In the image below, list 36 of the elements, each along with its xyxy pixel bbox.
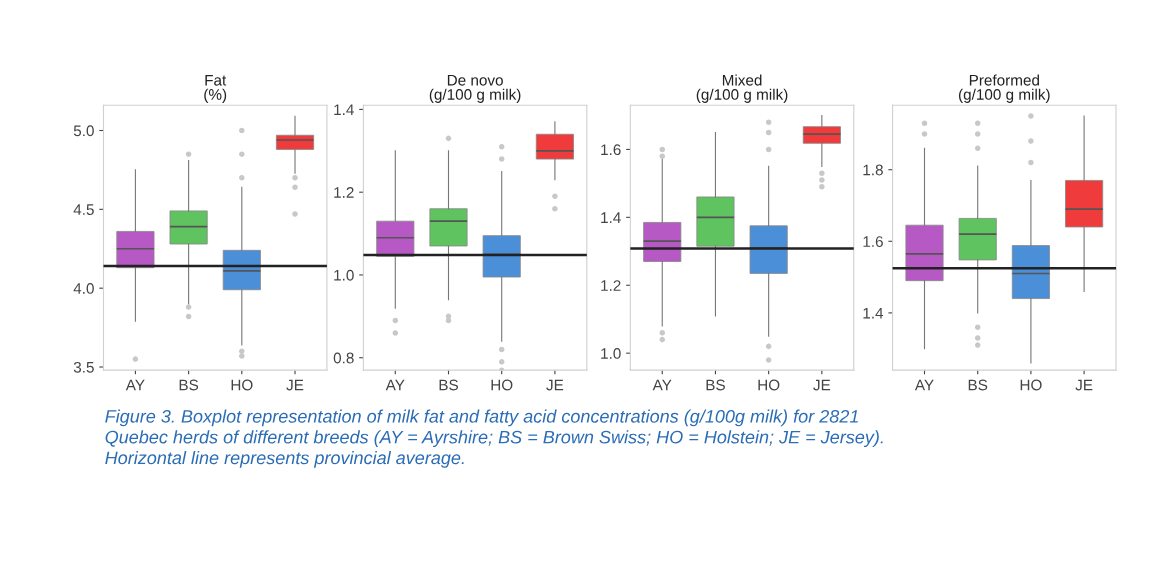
chart-title: Fat (%)	[204, 74, 227, 103]
x-tick-label: HO	[1020, 379, 1042, 391]
y-tick-label: 0.8	[333, 352, 354, 364]
x-tick-label: JE	[286, 379, 304, 391]
y-tick-label: 1.4	[334, 104, 354, 115]
x-tick-label: JE	[813, 379, 831, 391]
x-tick-label: HO	[491, 379, 513, 391]
chart-title: Mixed (g/100 g milk)	[696, 74, 788, 103]
x-tick-label: AY	[652, 379, 672, 391]
y-tick-label: 1.8	[863, 164, 883, 176]
y-tick-label: 4.5	[73, 204, 94, 216]
y-tick-label: 5.0	[73, 125, 94, 137]
chart-title: Preformed (g/100 g milk)	[958, 74, 1050, 103]
y-tick-label: 1.0	[334, 269, 354, 281]
y-tick-label: 1.2	[334, 187, 354, 198]
x-tick-label: AY	[125, 379, 145, 391]
x-tick-label: AY	[914, 379, 934, 391]
x-tick-label: JE	[546, 379, 564, 391]
x-tick-label: BS	[439, 379, 458, 391]
x-tick-label: AY	[385, 379, 405, 391]
y-tick-label: 1.4	[863, 307, 884, 319]
x-tick-label: BS	[706, 379, 725, 391]
x-tick-label: HO	[758, 379, 780, 391]
y-tick-label: 4.0	[73, 283, 94, 294]
x-tick-label: HO	[231, 379, 253, 391]
y-tick-label: 1.6	[863, 236, 883, 247]
caption: Figure 3. Boxplot representation of milk fat and fatty acid concentrations (g/100g milk) for 2821 Quebec herds of different breeds (AY = Ayrshire; BS = Brown Swiss; HO = Holstein; JE = Jersey). Horizontal line represents provincial average.	[105, 409, 883, 468]
x-tick-label: BS	[968, 379, 988, 391]
y-tick-label: 3.5	[73, 361, 94, 373]
x-tick-label: JE	[1075, 379, 1093, 391]
x-tick-label: BS	[179, 379, 199, 391]
y-tick-label: 1.6	[601, 144, 621, 156]
y-tick-label: 1.0	[601, 348, 621, 359]
chart-title: De novo (g/100 g milk)	[429, 74, 521, 103]
y-tick-label: 1.2	[601, 280, 621, 291]
y-tick-label: 1.4	[601, 212, 621, 223]
